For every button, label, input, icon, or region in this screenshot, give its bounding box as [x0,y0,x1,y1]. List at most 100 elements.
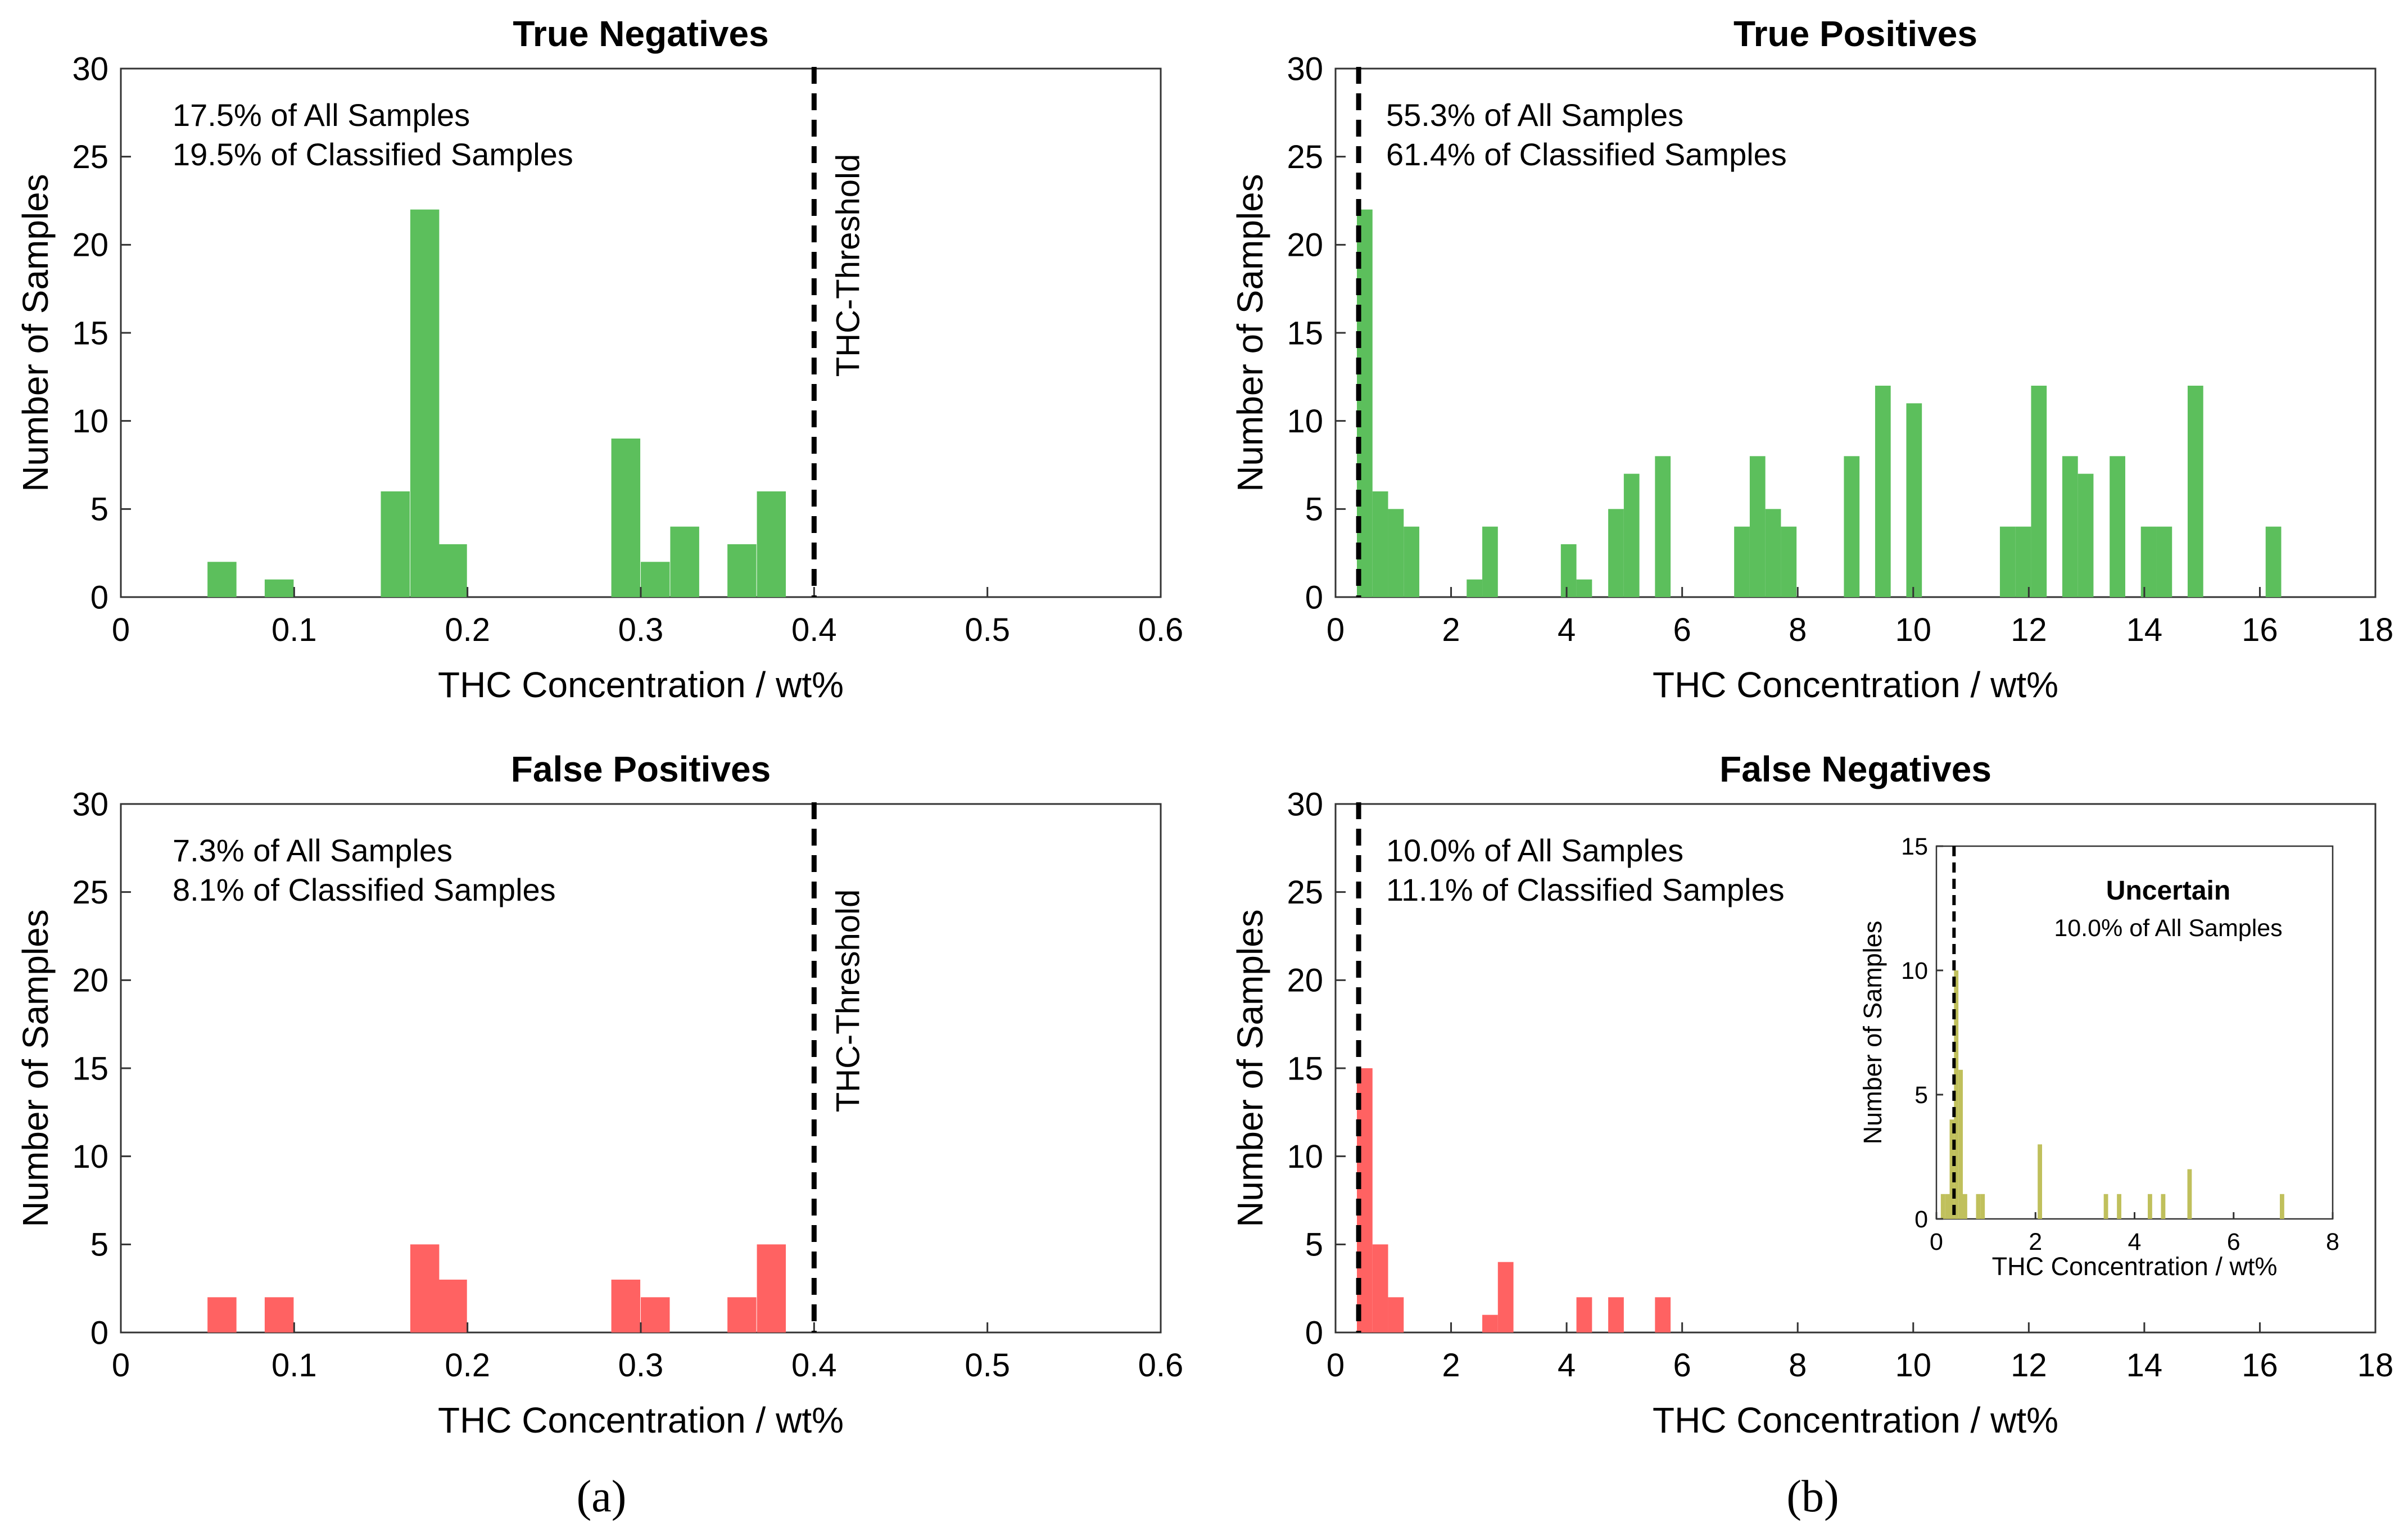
x-tick-label: 10 [1895,612,1932,648]
x-tick-label: 14 [2126,1347,2163,1384]
x-tick-label: 2 [2029,1228,2042,1255]
bar [1875,386,1891,597]
x-tick-label: 6 [1673,1347,1691,1384]
x-tick-label: 2 [1442,612,1460,648]
bar [1482,1314,1498,1332]
x-axis-label: THC Concentration / wt% [1992,1252,2278,1281]
bar [438,544,467,597]
x-tick-label: 0.6 [1138,612,1184,648]
bar [1497,1262,1514,1332]
bar [2148,1194,2152,1219]
bar [207,562,237,597]
chart-title: Uncertain [2106,876,2230,906]
y-tick-label: 15 [1287,1050,1323,1087]
x-tick-label: 4 [1558,1347,1576,1384]
bar [1388,509,1404,597]
x-tick-label: 12 [2011,1347,2047,1384]
bar [757,491,786,597]
annotation: 10.0% of All Samples [1386,833,1683,868]
y-tick-label: 25 [1287,139,1323,175]
y-tick-label: 20 [1287,227,1323,264]
bar [641,1297,670,1332]
y-tick-label: 25 [1287,874,1323,911]
x-tick-label: 16 [2242,1347,2278,1384]
x-tick-label: 0.2 [445,612,490,648]
y-tick-label: 15 [72,1050,108,1087]
bar [1765,509,1781,597]
bar [1372,1244,1388,1332]
y-tick-label: 0 [90,1314,108,1351]
x-tick-label: 6 [2227,1228,2240,1255]
bar [2077,473,2094,597]
y-tick-label: 15 [72,315,108,351]
bar [264,579,294,597]
y-tick-label: 10 [72,1139,108,1175]
bar [2187,386,2203,597]
x-tick-label: 0 [112,1347,130,1384]
chart-title: True Positives [1733,13,1977,54]
panel-label-b: (b) [1786,1472,1839,1521]
y-tick-label: 5 [1914,1082,1928,1109]
bar [1576,579,1592,597]
annotation: 10.0% of All Samples [2054,915,2282,942]
bar [410,209,440,598]
bar [207,1297,237,1332]
x-tick-label: 0.3 [618,612,664,648]
bar [1999,526,2016,597]
bar [1608,509,1624,597]
annotation: 19.5% of Classified Samples [173,137,573,172]
threshold-label: THC-Threshold [830,154,866,377]
bar [410,1244,440,1332]
chart-title: True Negatives [513,13,768,54]
bar [611,439,641,597]
bar [1976,1194,1981,1219]
plot-area [1935,845,2334,1220]
y-tick-label: 25 [72,874,108,911]
x-tick-label: 4 [2128,1228,2142,1255]
x-tick-label: 0.6 [1138,1347,1184,1384]
bar [1388,1297,1404,1332]
bar [438,1280,467,1332]
x-tick-label: 0.5 [965,612,1010,648]
y-tick-label: 15 [1901,833,1928,860]
bar [641,562,670,597]
y-tick-label: 10 [1287,403,1323,440]
y-tick-label: 30 [1287,51,1323,87]
bar [2062,456,2078,597]
bar [757,1244,786,1332]
x-axis-label: THC Concentration / wt% [438,1400,844,1440]
x-tick-label: 8 [2326,1228,2339,1255]
bar [1781,526,1797,597]
annotation: 61.4% of Classified Samples [1386,137,1787,172]
bar [2103,1194,2108,1219]
x-tick-label: 0.1 [271,612,317,648]
x-tick-label: 2 [1442,1347,1460,1384]
annotation: 7.3% of All Samples [173,833,452,868]
y-tick-label: 10 [72,403,108,440]
x-tick-label: 0.1 [271,1347,317,1384]
bar [1404,526,1420,597]
x-tick-label: 8 [1789,1347,1807,1384]
annotation: 55.3% of All Samples [1386,97,1683,133]
bar [2110,456,2125,597]
chart-tp: 0 2 4 6 8 10 12 14 16 18 0 5 10 15 20 25 30 True Positive… [1230,13,2393,705]
x-tick-label: 0.4 [791,612,837,648]
y-axis-label: Number of Samples [1230,174,1270,492]
bar [2140,526,2157,597]
bar [2280,1194,2284,1219]
y-tick-label: 30 [72,786,108,823]
x-tick-label: 10 [1895,1347,1932,1384]
y-tick-label: 30 [72,51,108,87]
x-tick-label: 0 [1327,612,1345,648]
y-tick-label: 10 [1901,957,1928,984]
x-tick-label: 8 [1789,612,1807,648]
bar [381,491,410,597]
bar [1576,1297,1592,1332]
y-tick-label: 20 [1287,963,1323,999]
bar [2156,526,2172,597]
chart-fp: 0 0.1 0.2 0.3 0.4 0.5 0.6 0 5 10 15 20 25 30 THC-Thres… [15,749,1183,1440]
bar [2265,526,2282,597]
y-axis-label: Number of Samples [1858,921,1887,1145]
bar [1945,1194,1950,1219]
bar [1749,456,1766,597]
